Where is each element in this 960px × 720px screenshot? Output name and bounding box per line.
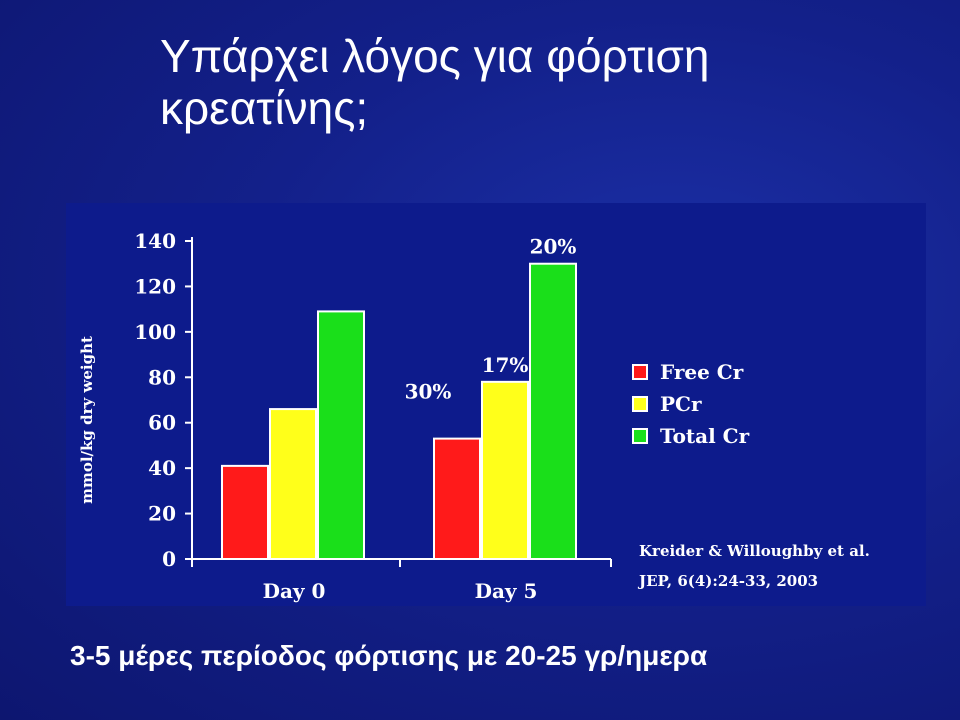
bar-chart: 0 20 40 60 80 100 120 140 mmol/kg dry weight Day … (78, 229, 612, 603)
chart-panel: 0 20 40 60 80 100 120 140 mmol/kg dry weight Day … (66, 203, 926, 606)
y-tick-label: 40 (148, 456, 176, 480)
legend-item-free-cr: Free Cr (632, 356, 749, 388)
citation: Kreider & Willoughby et al. JEP, 6(4):24… (639, 536, 870, 596)
x-tick-label: Day 5 (475, 579, 538, 603)
legend-label-free-cr: Free Cr (660, 360, 744, 384)
bar-total-cr-day-5 (529, 262, 577, 560)
slide-caption: 3-5 μέρες περίοδος φόρτισης με 20-25 γρ/… (70, 640, 708, 671)
bar-free-cr-day-5 (433, 437, 481, 560)
legend-swatch-free-cr (632, 364, 648, 380)
y-axis-label: mmol/kg dry weight (78, 336, 96, 504)
y-tick-label: 20 (148, 502, 176, 526)
legend-swatch-pcr (632, 396, 648, 412)
y-tick-label: 100 (134, 320, 176, 344)
bar-total-cr-day-0 (317, 310, 365, 560)
y-tick-label: 60 (148, 411, 176, 435)
chart-legend: Free Cr PCr Total Cr (632, 356, 749, 452)
bar-pcr-day-5 (481, 380, 529, 560)
y-tick-label: 80 (148, 365, 176, 389)
y-tick-label: 120 (134, 274, 176, 298)
citation-journal: JEP, 6(4):24-33, 2003 (639, 572, 819, 590)
slide-title-line-2: κρεατίνης; (160, 82, 369, 134)
slide-title-line-1: Υπάρχει λόγος για φόρτιση (160, 30, 710, 82)
legend-swatch-total-cr (632, 428, 648, 444)
legend-item-pcr: PCr (632, 388, 749, 420)
legend-item-total-cr: Total Cr (632, 420, 749, 452)
bar-annotation: 30% (405, 380, 452, 404)
bar-annotation: 17% (482, 353, 529, 377)
legend-label-pcr: PCr (660, 392, 702, 416)
y-tick-label: 140 (134, 229, 176, 253)
x-tick-label: Day 0 (263, 579, 326, 603)
y-tick-label: 0 (162, 547, 176, 571)
bar-pcr-day-0 (269, 408, 317, 560)
citation-authors: Kreider & Willoughby et al. (639, 542, 870, 560)
bar-annotation: 20% (530, 235, 577, 259)
bar-free-cr-day-0 (221, 464, 269, 560)
slide-title: Υπάρχει λόγος για φόρτιση κρεατίνης; (160, 30, 920, 134)
legend-label-total-cr: Total Cr (660, 424, 750, 448)
